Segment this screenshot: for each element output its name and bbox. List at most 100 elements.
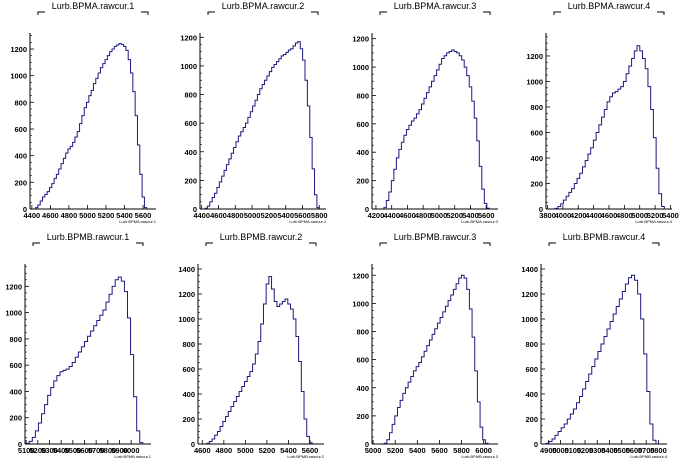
histogram-bin — [98, 73, 100, 209]
x-tick-label: 5600 — [135, 211, 152, 220]
x-tick-label: 5600 — [294, 211, 311, 220]
histogram-bin — [588, 154, 591, 209]
histogram-bin — [91, 331, 94, 444]
histogram-bin — [303, 60, 305, 209]
histogram-bin — [444, 56, 447, 209]
title-frame — [32, 242, 144, 246]
histogram-series — [204, 41, 320, 209]
histogram-bin — [442, 59, 445, 209]
histogram-bin — [253, 364, 256, 444]
histogram-series — [383, 49, 490, 209]
y-tick-label: 1200 — [10, 45, 27, 54]
histogram-bin — [109, 294, 112, 444]
histogram-bin — [615, 92, 618, 209]
x-tick-label: 5500 — [64, 446, 81, 455]
y-tick-label: 1400 — [521, 265, 538, 274]
histogram-bin — [462, 60, 465, 209]
histogram-bin — [619, 299, 622, 444]
y-tick-label: 600 — [530, 128, 543, 137]
histogram-bin — [70, 146, 72, 209]
histogram-series — [25, 276, 144, 444]
histogram-bin — [598, 352, 601, 445]
x-tick-label: 5400 — [277, 211, 294, 220]
panel-title: Lurb.BPMB.rawcur.2 — [220, 232, 303, 242]
histogram-bin — [110, 52, 112, 209]
x-tick-label: 5000 — [552, 446, 569, 455]
y-tick-label: 400 — [182, 390, 195, 399]
histogram-bin — [432, 334, 435, 444]
histogram-bin — [84, 108, 86, 209]
y-tick-label: 800 — [356, 91, 369, 100]
histogram-bin — [54, 381, 57, 444]
histogram-bin — [231, 153, 233, 209]
histogram-bin — [411, 377, 414, 445]
x-tick-label: 4200 — [570, 211, 587, 220]
x-axis-title: Lurb.BPMB.rawcur.3 — [461, 454, 498, 459]
y-tick-label: 1000 — [526, 77, 543, 86]
histogram-bin — [291, 49, 293, 209]
histogram-panel: Lurb.BPMB.rawcur.3 0 200 400 600 800 1000 1200 5… — [352, 232, 498, 459]
panel-title: Lurb.BPMB.rawcur.4 — [563, 232, 646, 242]
histogram-bin — [621, 87, 624, 209]
histogram-bin — [112, 286, 115, 444]
histogram-bin — [408, 382, 411, 444]
y-tick-label: 600 — [9, 361, 22, 370]
histogram-bin — [241, 132, 243, 209]
histogram-bin — [269, 72, 271, 209]
y-tick-label: 200 — [525, 415, 538, 424]
histogram-bin — [280, 304, 283, 444]
y-tick-label: 0 — [18, 440, 22, 449]
y-tick-label: 0 — [534, 440, 538, 449]
histogram-bin — [440, 317, 443, 444]
panel-title: Lurb.BPMA.rawcur.2 — [222, 1, 305, 11]
histogram-bin — [585, 161, 588, 209]
histogram-bin — [448, 301, 451, 444]
histogram-bin — [269, 277, 272, 445]
histogram-bin — [68, 149, 70, 209]
y-tick-label: 1200 — [352, 35, 369, 44]
y-tick-label: 1000 — [521, 315, 538, 324]
histogram-bin — [279, 59, 281, 209]
histogram-bin — [80, 124, 82, 209]
histogram-bin — [85, 342, 88, 444]
histogram-bin — [403, 393, 406, 444]
histogram-bin — [406, 130, 409, 209]
histogram-bin — [429, 340, 432, 444]
x-tick-label: 5400 — [662, 211, 679, 220]
x-tick-label: 4400 — [193, 211, 210, 220]
y-tick-label: 800 — [530, 103, 543, 112]
x-tick-label: 5200 — [647, 211, 664, 220]
histogram-bin — [112, 49, 114, 209]
y-tick-label: 0 — [365, 205, 369, 214]
histogram-bin — [274, 302, 277, 445]
histogram-bin — [464, 67, 467, 209]
title-frame — [205, 242, 317, 246]
histogram-bin — [66, 369, 69, 444]
histogram-bin — [623, 81, 626, 209]
x-tick-label: 5200 — [259, 446, 276, 455]
histogram-bin — [75, 357, 78, 444]
histogram-bin — [604, 337, 607, 445]
x-tick-label: 4600 — [42, 211, 59, 220]
histogram-bin — [272, 67, 274, 209]
x-tick-label: 4400 — [383, 211, 400, 220]
histogram-bin — [248, 117, 250, 209]
histogram-bin — [456, 284, 459, 444]
histogram-bin — [618, 89, 621, 209]
x-tick-label: 5600 — [431, 446, 448, 455]
histogram-bin — [260, 89, 262, 209]
histogram-bin — [266, 284, 269, 444]
histogram-bin — [601, 344, 604, 444]
y-tick-label: 200 — [356, 412, 369, 421]
histogram-bin — [231, 407, 234, 445]
histogram-bin — [409, 125, 412, 209]
x-tick-label: 4800 — [227, 211, 244, 220]
histogram-bin — [247, 377, 250, 445]
y-tick-label: 1200 — [5, 282, 22, 291]
histogram-bin — [51, 388, 54, 444]
x-tick-label: 5000 — [237, 446, 254, 455]
x-tick-label: 4600 — [194, 446, 211, 455]
histogram-bin — [645, 69, 648, 209]
histogram-panel: Lurb.BPMA.rawcur.4 0 200 400 600 800 1000 1200 3… — [526, 1, 678, 224]
histogram-panel: Lurb.BPMA.rawcur.1 0 200 400 600 800 1000 1200 4… — [10, 1, 156, 224]
